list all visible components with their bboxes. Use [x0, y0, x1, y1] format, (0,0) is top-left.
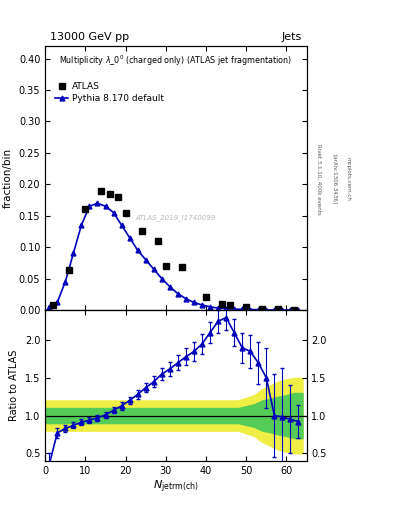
- Y-axis label: fraction/bin: fraction/bin: [3, 148, 13, 208]
- Text: mcplots.cern.ch: mcplots.cern.ch: [346, 157, 351, 201]
- Legend: ATLAS, Pythia 8.170 default: ATLAS, Pythia 8.170 default: [55, 82, 164, 103]
- Text: Rivet 3.1.10, 400k events: Rivet 3.1.10, 400k events: [316, 144, 321, 215]
- X-axis label: $N_{\rm jetrm(ch)}$: $N_{\rm jetrm(ch)}$: [153, 478, 199, 495]
- Text: [arXiv:1306.3436]: [arXiv:1306.3436]: [332, 154, 337, 204]
- Text: ATLAS_2019_I1740099: ATLAS_2019_I1740099: [136, 214, 216, 221]
- Y-axis label: Ratio to ATLAS: Ratio to ATLAS: [9, 350, 19, 421]
- Text: 13000 GeV pp: 13000 GeV pp: [50, 32, 130, 42]
- Text: Multiplicity $\lambda\_0^0$ (charged only) (ATLAS jet fragmentation): Multiplicity $\lambda\_0^0$ (charged onl…: [59, 54, 292, 69]
- Text: Jets: Jets: [281, 32, 301, 42]
